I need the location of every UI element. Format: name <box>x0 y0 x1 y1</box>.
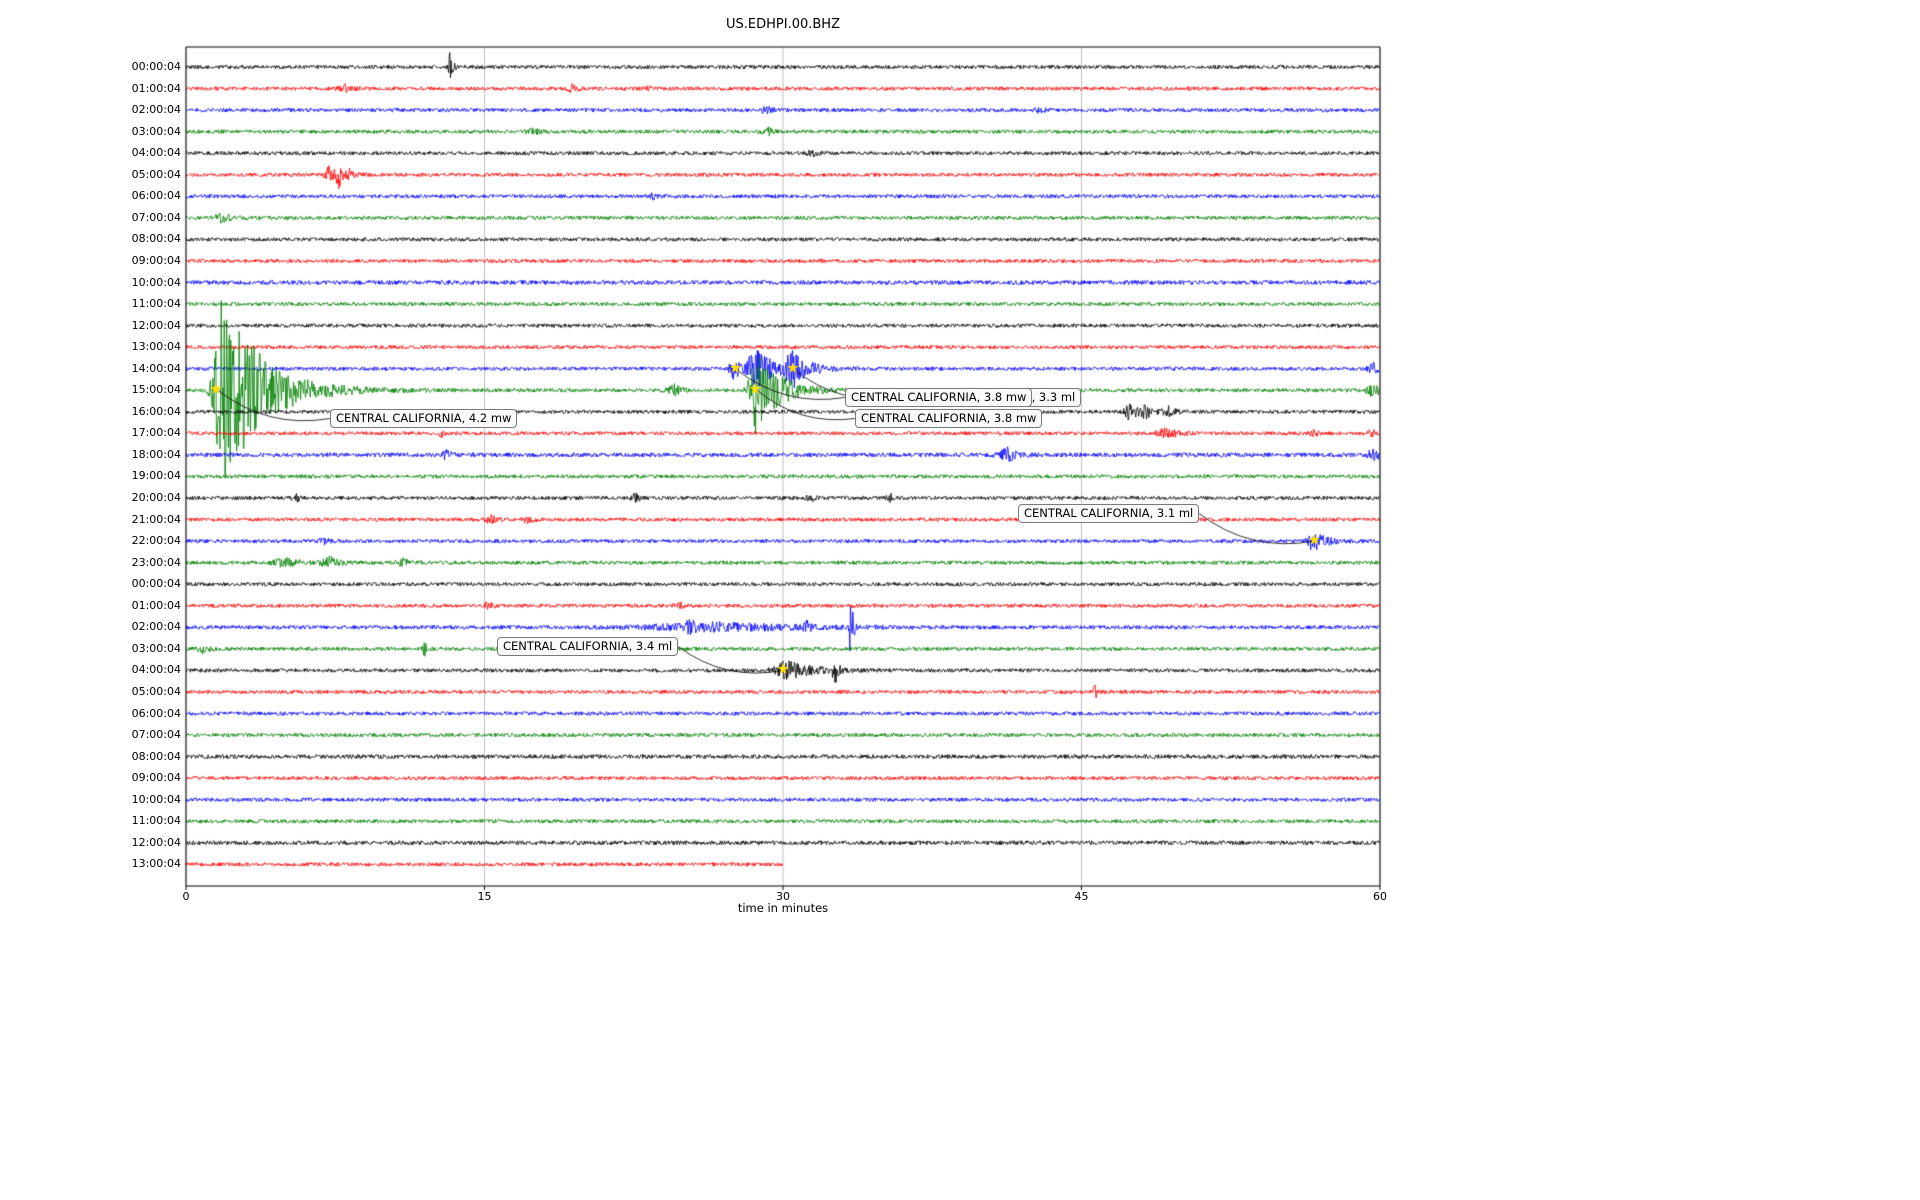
row-label: 05:00:04 <box>131 684 181 698</box>
row-label: 13:00:04 <box>131 340 181 354</box>
row-label: 03:00:04 <box>131 641 181 655</box>
row-label: 14:00:04 <box>131 361 181 375</box>
event-annotation: CENTRAL CALIFORNIA, 3.8 mw <box>845 388 1033 407</box>
x-tick-label: 15 <box>477 890 492 903</box>
row-label: 07:00:04 <box>131 210 181 224</box>
row-label: 21:00:04 <box>131 512 181 526</box>
row-label: 20:00:04 <box>131 491 181 504</box>
event-star-icon: ★ <box>209 381 223 398</box>
x-tick-label: 45 <box>1074 890 1089 903</box>
event-star-icon: ★ <box>728 360 742 377</box>
row-label: 03:00:04 <box>131 124 181 138</box>
row-label: 07:00:04 <box>131 728 181 742</box>
row-label: 13:00:04 <box>131 857 181 871</box>
row-label: 04:00:04 <box>131 146 181 160</box>
row-label: 02:00:04 <box>131 620 181 634</box>
row-label: 10:00:04 <box>131 275 181 289</box>
x-axis-label: time in minutes <box>737 901 829 915</box>
x-tick-label: 60 <box>1373 890 1387 903</box>
row-label: 12:00:04 <box>131 835 181 849</box>
row-label: 09:00:04 <box>131 771 181 785</box>
chart-title: US.EDHPI.00.BHZ <box>726 17 840 32</box>
row-label: 16:00:04 <box>131 404 181 418</box>
row-label: 05:00:04 <box>131 167 181 181</box>
row-label: 04:00:04 <box>131 663 181 677</box>
row-label: 01:00:04 <box>131 81 181 95</box>
row-label: 00:00:04 <box>131 577 181 591</box>
row-label: 19:00:04 <box>131 469 181 483</box>
event-annotation: CENTRAL CALIFORNIA, 3.4 ml <box>497 637 679 656</box>
row-label: 18:00:04 <box>131 447 181 461</box>
row-label: 08:00:04 <box>131 749 181 763</box>
row-label: 11:00:04 <box>131 814 181 828</box>
row-label: 23:00:04 <box>131 555 181 569</box>
event-annotation: CENTRAL CALIFORNIA, 3.8 mw <box>855 409 1043 428</box>
event-star-icon: ★ <box>1308 532 1321 549</box>
event-star-icon: ★ <box>786 360 800 377</box>
row-label: 11:00:04 <box>131 297 181 311</box>
event-annotation: CENTRAL CALIFORNIA, 3.1 ml <box>1018 504 1200 523</box>
row-label: 17:00:04 <box>131 426 181 440</box>
row-label: 01:00:04 <box>131 598 181 612</box>
row-label: 08:00:04 <box>131 232 181 246</box>
event-star-icon: ★ <box>748 381 762 398</box>
event-annotation: CENTRAL CALIFORNIA, 4.2 mw <box>330 409 518 428</box>
event-star-icon: ★ <box>776 661 790 678</box>
row-label: 06:00:04 <box>131 189 181 203</box>
row-label: 10:00:04 <box>131 792 181 806</box>
row-label: 00:00:04 <box>131 60 181 73</box>
row-label: 15:00:04 <box>131 383 181 397</box>
x-tick-label: 0 <box>182 890 190 903</box>
row-label: 22:00:04 <box>131 534 181 548</box>
row-label: 09:00:04 <box>131 253 181 267</box>
row-label: 06:00:04 <box>131 706 181 720</box>
row-label: 02:00:04 <box>131 103 181 117</box>
x-tick-label: 30 <box>776 890 790 903</box>
row-label: 12:00:04 <box>131 318 181 332</box>
